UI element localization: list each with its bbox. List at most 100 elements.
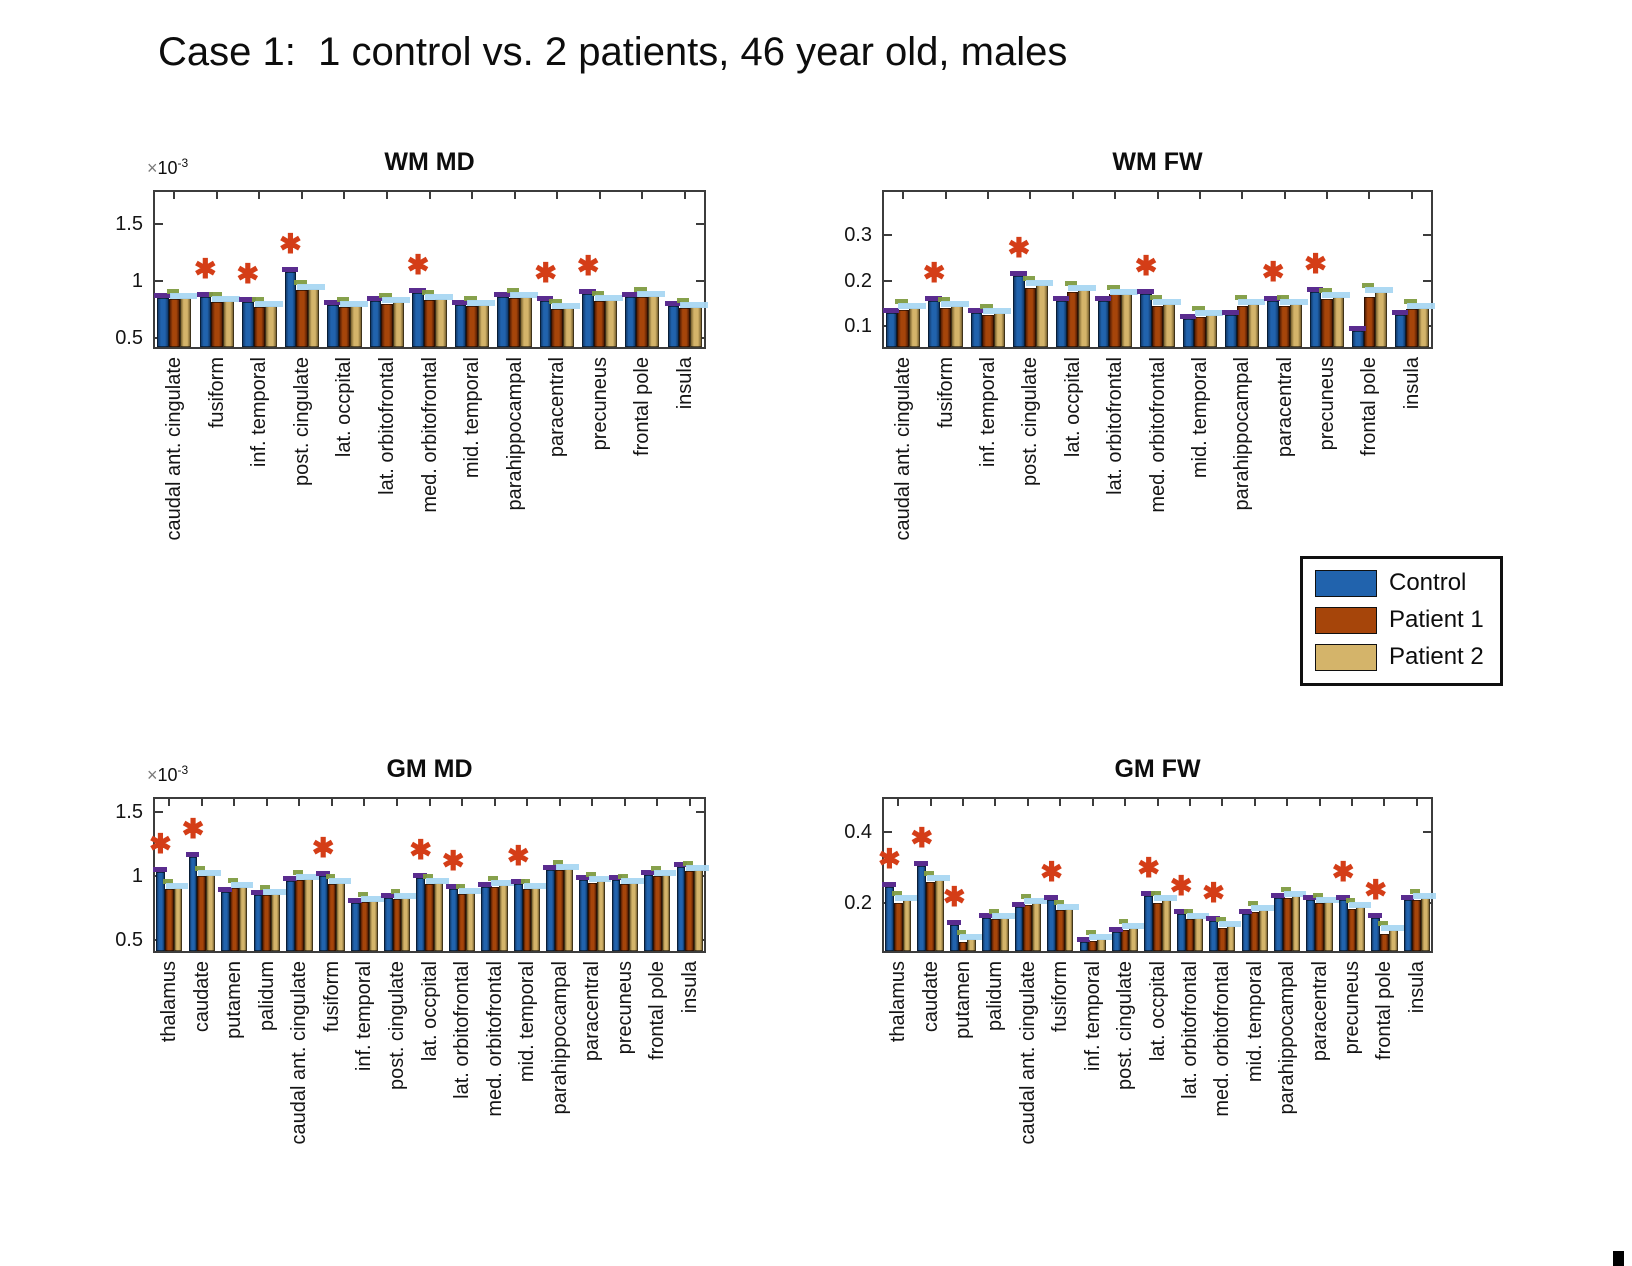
significance-asterisk: ✱ <box>1137 852 1161 883</box>
bar-control <box>481 886 491 951</box>
overlay-cap-lightblue <box>1154 894 1177 901</box>
x-axis-tick-top <box>1114 192 1117 199</box>
overlay-cap-green <box>292 869 303 875</box>
bar-patient-2 <box>498 885 508 951</box>
x-axis-tick-top <box>1241 192 1244 199</box>
overlay-cap-green <box>1378 920 1388 926</box>
y-tick-label: 1.5 <box>115 213 143 236</box>
bar-patient-2 <box>206 875 215 951</box>
bar-patient-1 <box>652 876 662 951</box>
overlay-cap-purple <box>946 919 961 925</box>
bar-patient-2 <box>647 295 660 347</box>
bar-patient-2 <box>605 300 617 347</box>
significance-asterisk: ✱ <box>910 823 934 854</box>
x-axis-tick-top <box>233 799 236 806</box>
bar-patient-1 <box>1363 296 1376 347</box>
bar-patient-2 <box>433 882 443 951</box>
legend-item-patient-2: Patient 2 <box>1315 643 1484 671</box>
overlay-cap-purple <box>1094 296 1112 302</box>
x-category-label: lat. orbitofrontal <box>1178 961 1201 1099</box>
overlay-cap-purple <box>575 875 590 881</box>
overlay-cap-purple <box>1400 894 1415 900</box>
x-category-label: precuneus <box>588 357 611 451</box>
bar-patient-2 <box>271 894 281 951</box>
significance-asterisk: ✱ <box>194 253 217 284</box>
overlay-cap-purple <box>1141 891 1156 897</box>
x-category-label: precuneus <box>613 961 636 1055</box>
bar-patient-1 <box>1282 898 1292 951</box>
bar-patient-1 <box>1153 903 1162 951</box>
x-category-label: putamen <box>952 961 975 1039</box>
bar-patient-1 <box>1088 940 1098 951</box>
overlay-cap-green <box>591 291 605 297</box>
bar-patient-2 <box>999 917 1009 951</box>
overlay-cap-purple <box>153 867 167 873</box>
overlay-cap-green <box>585 872 596 878</box>
x-category-label: palidum <box>255 961 278 1032</box>
overlay-cap-green <box>1086 929 1097 935</box>
overlay-cap-lightblue <box>393 893 417 900</box>
bar-patient-1 <box>253 306 266 347</box>
bar-patient-1 <box>1236 305 1248 347</box>
bar-control <box>383 898 393 951</box>
overlay-cap-purple <box>281 266 299 272</box>
overlay-cap-lightblue <box>509 291 538 298</box>
bar-patient-2 <box>1323 901 1333 951</box>
x-category-label: parahippocampal <box>1231 357 1254 511</box>
overlay-cap-purple <box>1076 937 1091 943</box>
bar-patient-2 <box>173 887 183 951</box>
bar-control <box>611 880 621 951</box>
overlay-cap-green <box>1410 889 1421 895</box>
bar-patient-2 <box>1332 296 1345 347</box>
x-category-label: inf. temporal <box>248 357 271 468</box>
bar-control <box>644 875 653 951</box>
x-category-label: lat. orbitofrontal <box>1104 357 1127 495</box>
bar-patient-1 <box>1250 912 1260 951</box>
overlay-cap-purple <box>451 299 469 305</box>
x-category-label: thalamus <box>887 961 910 1043</box>
x-axis-tick-top <box>556 192 559 199</box>
x-axis-tick-top <box>173 192 176 199</box>
y-axis-tick <box>155 223 163 226</box>
overlay-cap-purple <box>882 882 896 888</box>
legend-swatch-patient-1 <box>1315 606 1377 634</box>
x-category-label: parahippocampal <box>1276 961 1299 1115</box>
x-category-label: post. cingulate <box>290 357 313 486</box>
bar-patient-1 <box>685 871 695 951</box>
bar-patient-1 <box>1321 299 1333 347</box>
y-tick-label: 0.5 <box>115 326 143 349</box>
bar-patient-1 <box>555 869 564 951</box>
bar-control <box>156 872 165 951</box>
bar-patient-2 <box>435 299 447 347</box>
bar-patient-1 <box>360 901 369 951</box>
overlay-cap-purple <box>1108 926 1123 932</box>
bar-control <box>454 304 467 347</box>
x-category-label: inf. temporal <box>353 961 376 1072</box>
x-category-label: insula <box>678 961 701 1014</box>
overlay-cap-purple <box>445 884 460 890</box>
overlay-cap-lightblue <box>898 303 927 310</box>
significance-asterisk: ✱ <box>1169 870 1193 901</box>
y-axis-tick <box>155 811 163 814</box>
x-axis-tick-top <box>1415 799 1418 806</box>
bar-control <box>970 312 983 347</box>
overlay-cap-lightblue <box>198 870 221 876</box>
significance-asterisk: ✱ <box>1364 874 1387 905</box>
bar-patient-1 <box>423 300 436 347</box>
y-axis-exponent-label: ×10-3 <box>147 763 188 786</box>
y-axis-tick-right <box>1423 831 1431 834</box>
x-axis-tick-top <box>683 192 686 199</box>
y-tick-label: 0.1 <box>844 315 872 338</box>
x-category-label: caudate <box>919 961 942 1033</box>
bar-patient-2 <box>1194 917 1204 951</box>
x-axis-tick-top <box>258 192 261 199</box>
overlay-cap-purple <box>1349 325 1366 331</box>
overlay-cap-purple <box>673 862 688 868</box>
bar-control <box>412 293 424 347</box>
significance-asterisk: ✱ <box>441 845 465 876</box>
bar-patient-1 <box>211 302 223 347</box>
bar-control <box>1371 917 1380 951</box>
significance-asterisk: ✱ <box>922 258 946 289</box>
chart-gm-md: GM MD ×10-3 0.5 1 1.5 ✱ thalamus ✱ caudate puta… <box>115 755 709 1144</box>
overlay-cap-purple <box>413 872 428 878</box>
